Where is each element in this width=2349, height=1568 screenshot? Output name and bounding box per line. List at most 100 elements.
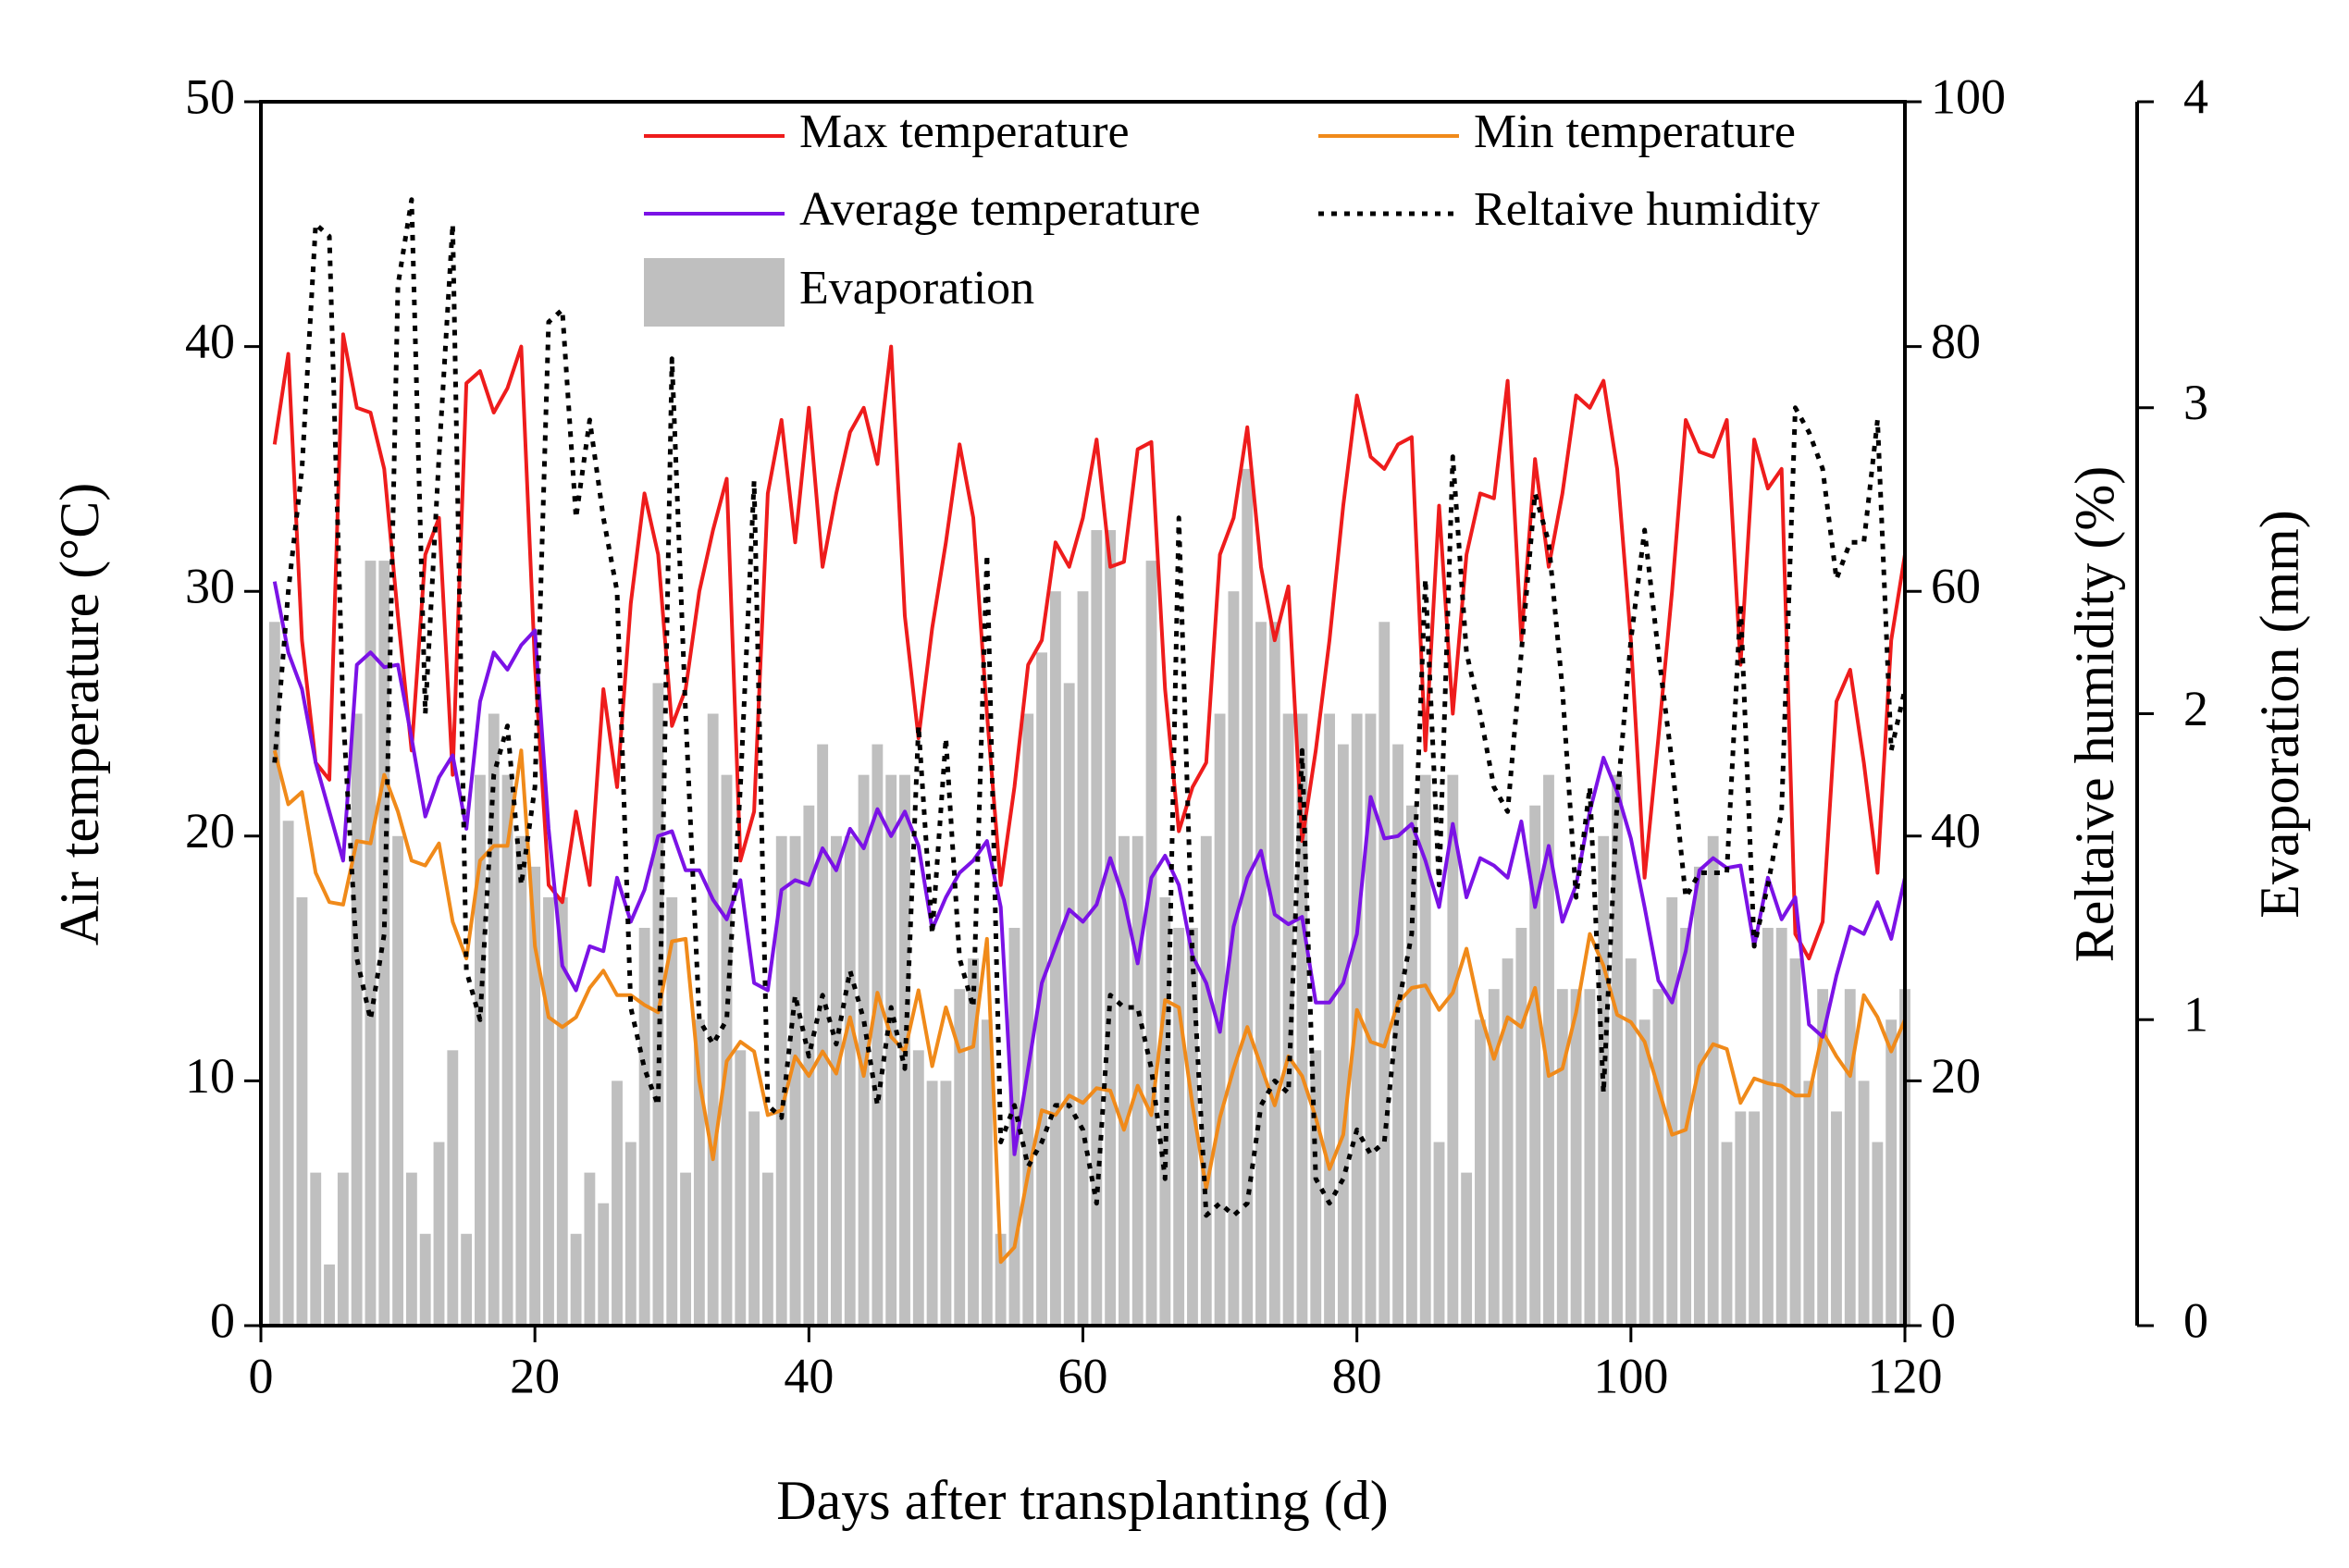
evaporation-bar [693, 1019, 705, 1326]
evaporation-bar [1077, 591, 1089, 1326]
evaporation-bar [1119, 835, 1130, 1326]
evaporation-bar [1693, 866, 1705, 1326]
evaporation-bar [995, 1233, 1007, 1326]
evaporation-bar [268, 622, 280, 1326]
y3-tick-label: 0 [2183, 1292, 2208, 1348]
legend-swatch [644, 258, 785, 327]
y-tick-label: 40 [185, 314, 235, 369]
evaporation-bar [1022, 713, 1034, 1326]
legend-label: Max temperature [799, 105, 1130, 158]
evaporation-bar [954, 989, 966, 1326]
evaporation-bar [447, 1050, 459, 1326]
series-line [272, 748, 1907, 1265]
evaporation-bar [1598, 835, 1610, 1326]
evaporation-bar [1721, 1142, 1733, 1326]
evaporation-bar [310, 1172, 322, 1326]
evaporation-bar [1392, 744, 1404, 1326]
evaporation-bar [1063, 683, 1075, 1326]
evaporation-bar [1652, 989, 1664, 1326]
evaporation-bar [1543, 774, 1554, 1326]
evaporation-bar [365, 561, 377, 1326]
y3-tick-label: 1 [2183, 987, 2208, 1043]
evaporation-bar [1529, 805, 1541, 1326]
evaporation-bar [872, 744, 884, 1326]
legend-label: Average temperature [799, 183, 1201, 236]
evaporation-bar [775, 835, 787, 1326]
evaporation-bar [844, 835, 856, 1326]
evaporation-bar [926, 1080, 938, 1326]
evaporation-bar [419, 1233, 431, 1326]
evaporation-bar [612, 1080, 623, 1326]
y-tick-label: 30 [185, 559, 235, 614]
y2-axis-title: Reltaive humidity (%) [2064, 466, 2125, 963]
evaporation-bar [1228, 591, 1240, 1326]
x-tick-label: 40 [784, 1348, 834, 1403]
evaporation-bar [1310, 1050, 1322, 1326]
evaporation-bar [324, 1264, 335, 1326]
evaporation-bar [789, 835, 801, 1326]
evaporation-bar [392, 835, 404, 1326]
evaporation-bar [761, 1172, 773, 1326]
y-tick-label: 10 [185, 1048, 235, 1104]
evaporation-bar [1666, 896, 1678, 1326]
evaporation-bar [624, 1142, 637, 1326]
evaporation-bar [337, 1172, 349, 1326]
evaporation-bar [1324, 713, 1335, 1326]
evaporation-bar [296, 896, 308, 1326]
series-line [272, 197, 1908, 1218]
evaporation-bar [968, 958, 979, 1326]
evaporation-bar [282, 821, 294, 1326]
evaporation-bar [1707, 835, 1719, 1326]
y-tick-label: 50 [185, 68, 235, 124]
evaporation-bar [1447, 774, 1459, 1326]
evaporation-bar [1173, 928, 1185, 1326]
evaporation-bar [378, 561, 390, 1326]
evaporation-bar [1844, 989, 1856, 1326]
evaporation-bar [1378, 622, 1391, 1326]
evaporation-bar [858, 774, 870, 1326]
series-line [272, 332, 1907, 961]
evaporation-bar [1612, 774, 1623, 1326]
evaporation-bar [1145, 561, 1157, 1326]
evaporation-bar [1419, 774, 1431, 1326]
evaporation-bar [735, 1050, 747, 1326]
evaporation-bar [1775, 928, 1787, 1326]
y2-tick-label: 20 [1931, 1048, 1981, 1104]
evaporation-bar [638, 928, 650, 1326]
y2-tick-label: 80 [1931, 314, 1981, 369]
evaporation-bar [1049, 591, 1061, 1326]
evaporation-bar [501, 774, 513, 1326]
evaporation-bar [1735, 1111, 1747, 1326]
x-tick-label: 80 [1332, 1348, 1382, 1403]
evaporation-bar [1255, 622, 1267, 1326]
evaporation-bar [1337, 744, 1349, 1326]
evaporation-bar [721, 774, 733, 1326]
evaporation-bar [885, 774, 897, 1326]
evaporation-bar [912, 1050, 924, 1326]
evaporation-bar [680, 1172, 691, 1326]
evaporation-bar [1282, 713, 1294, 1326]
evaporation-bar [461, 1233, 473, 1326]
evaporation-bar [1433, 1142, 1445, 1326]
evaporation-bar [1638, 1019, 1650, 1326]
evaporation-bar [1365, 713, 1377, 1326]
evaporation-bar [1858, 1080, 1870, 1326]
evaporation-bar [570, 1233, 582, 1326]
evaporation-bar [831, 835, 842, 1326]
evaporation-bar [1461, 1172, 1473, 1326]
evaporation-bar [1296, 713, 1308, 1326]
evaporation-bar [1200, 835, 1212, 1326]
x-tick-label: 20 [510, 1348, 560, 1403]
y2-tick-label: 60 [1931, 559, 1981, 614]
y-axis-title: Air temperature (°C) [49, 483, 110, 945]
evaporation-bar [1242, 468, 1254, 1326]
evaporation-bar [488, 713, 500, 1326]
evaporation-bar [529, 866, 541, 1326]
x-axis-title: Days after transplanting (d) [776, 1470, 1388, 1531]
evaporation-bar [1625, 958, 1637, 1326]
evaporation-bar [940, 1080, 952, 1326]
evaporation-bar [1488, 989, 1500, 1326]
y2-tick-label: 0 [1931, 1292, 1956, 1348]
evaporation-bar [1885, 1019, 1898, 1326]
x-tick-label: 100 [1593, 1348, 1668, 1403]
